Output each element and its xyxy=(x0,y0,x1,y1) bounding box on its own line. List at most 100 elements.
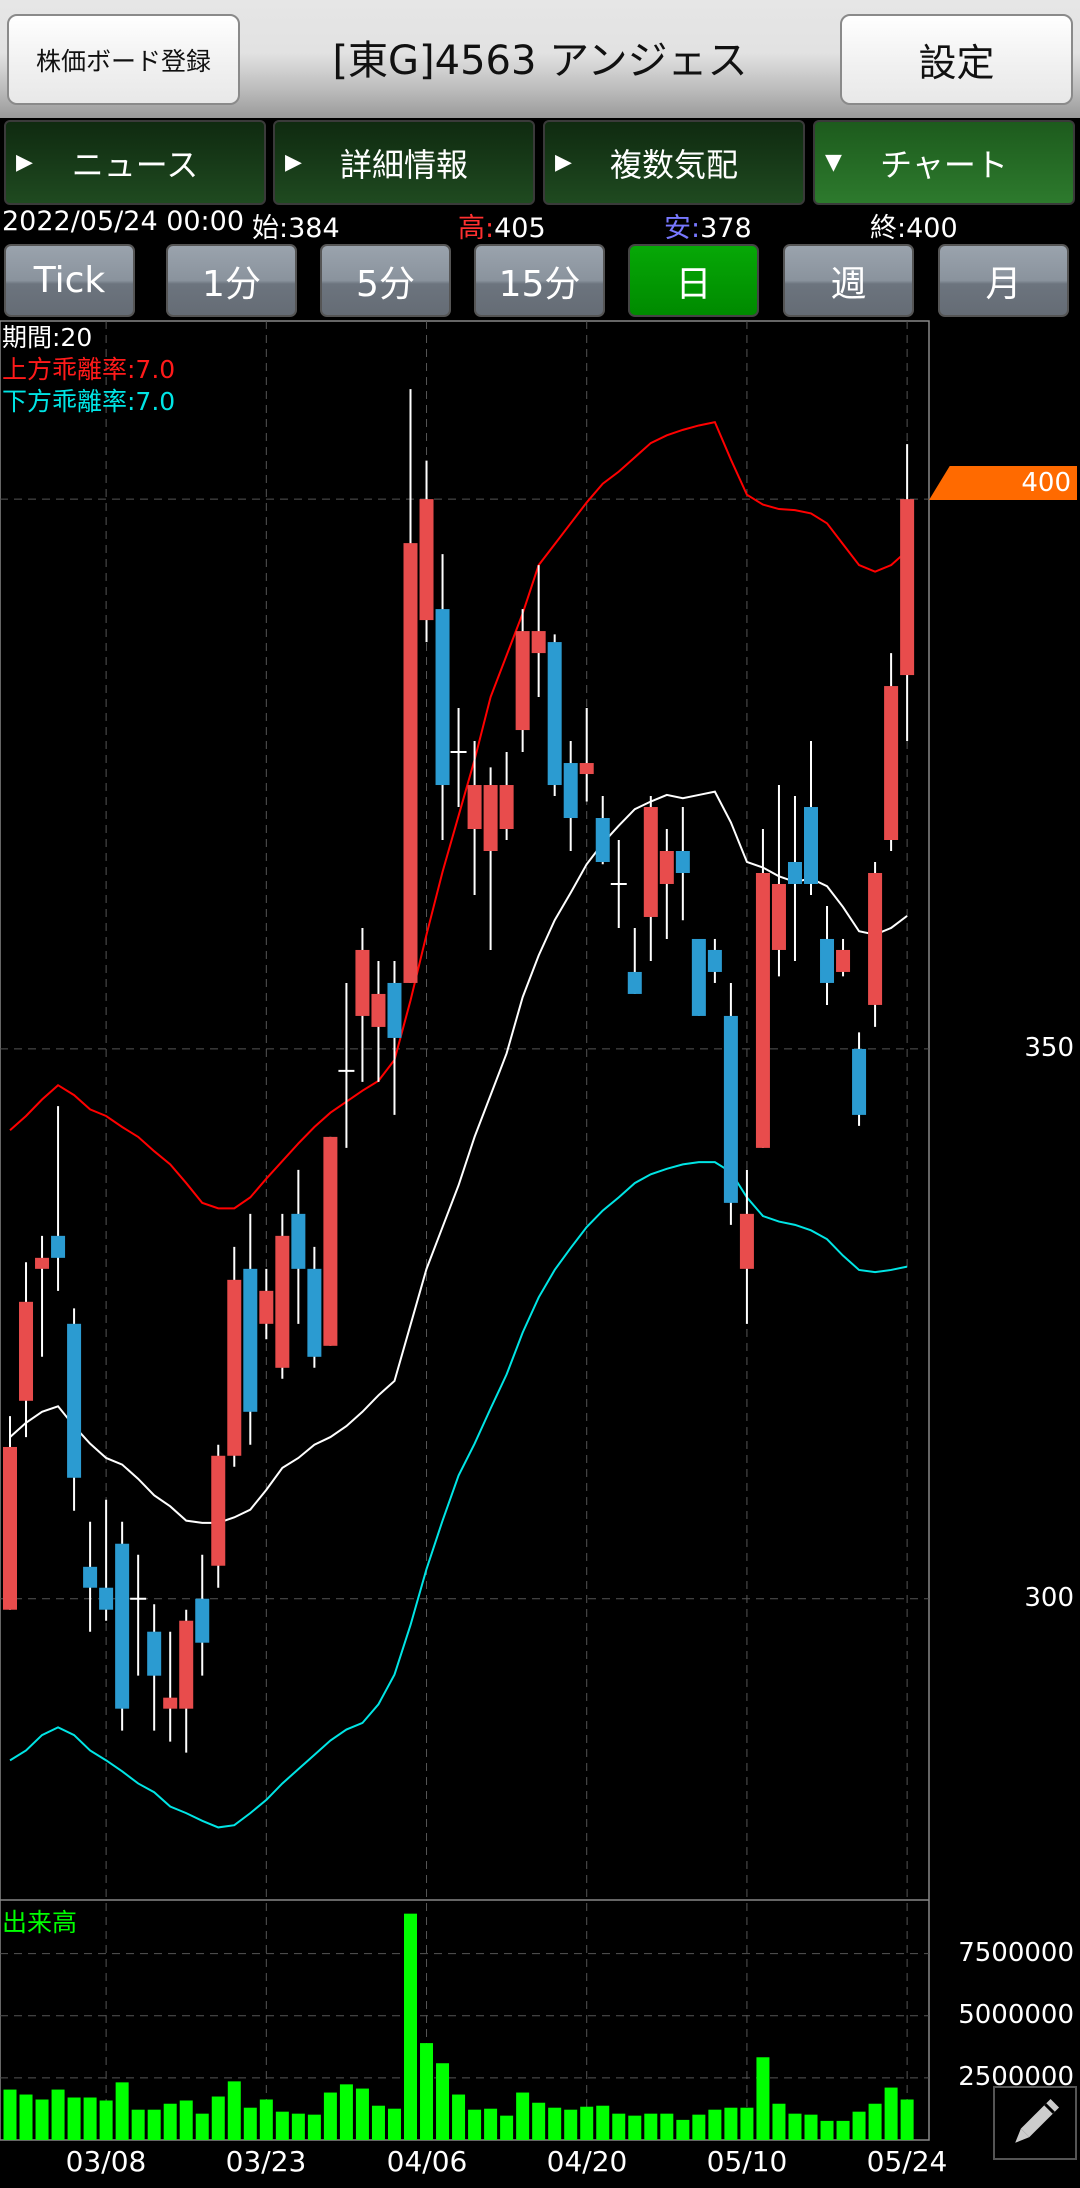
volume-bar xyxy=(884,2087,898,2140)
volume-bar xyxy=(868,2103,882,2140)
candle-body xyxy=(163,1697,178,1709)
candle-body xyxy=(868,872,883,1005)
candle-body xyxy=(291,1213,306,1269)
candle-body xyxy=(547,642,562,786)
volume-bar xyxy=(548,2107,562,2140)
candle-body xyxy=(515,631,530,731)
x-tick-label: 05/10 xyxy=(706,2145,788,2178)
moving-average-line xyxy=(9,790,908,1524)
period-tick-button[interactable]: Tick xyxy=(4,244,135,317)
close-label: 終: xyxy=(870,213,907,244)
volume-bar xyxy=(436,2063,450,2140)
candle-body xyxy=(483,785,498,851)
candle-body xyxy=(900,499,915,676)
candle-body xyxy=(3,1446,17,1610)
tab-details[interactable]: ▶ 詳細情報 xyxy=(273,120,535,205)
candle-body xyxy=(323,1136,338,1346)
close-value: 400 xyxy=(906,213,958,244)
volume-bar xyxy=(99,2100,113,2140)
volume-bar xyxy=(179,2100,193,2140)
candle-body xyxy=(787,861,802,884)
tab-chart[interactable]: ▼ チャート xyxy=(813,120,1075,205)
candle-body xyxy=(563,763,578,819)
stock-board-register-button[interactable]: 株価ボード登録 xyxy=(7,14,240,105)
candle-body xyxy=(595,818,610,862)
volume-bar xyxy=(580,2106,594,2140)
candle-body xyxy=(643,807,658,917)
period-day-button[interactable]: 日 xyxy=(628,244,759,317)
page-title: [東G]4563 アンジェス xyxy=(332,38,748,84)
volume-bar xyxy=(275,2111,289,2140)
low-label: 安: xyxy=(664,213,701,244)
last-price-tag: 400 xyxy=(929,466,1077,500)
volume-bar xyxy=(564,2109,578,2140)
volume-bar xyxy=(772,2103,786,2140)
period-week-button[interactable]: 週 xyxy=(783,244,914,317)
candle-body xyxy=(820,938,835,983)
legend-period: 期間:20 xyxy=(2,323,93,352)
x-tick-label: 03/08 xyxy=(65,2145,147,2178)
triangle-down-icon: ▼ xyxy=(825,150,842,175)
volume-bar xyxy=(852,2111,866,2140)
volume-bar xyxy=(596,2105,610,2140)
volume-bar xyxy=(51,2089,65,2140)
volume-bar xyxy=(291,2113,305,2140)
period-month-button[interactable]: 月 xyxy=(938,244,1069,317)
volume-tick-label: 5000000 xyxy=(958,2000,1074,2030)
volume-bar xyxy=(67,2097,81,2140)
volume-bar xyxy=(404,1913,417,2140)
candle-body xyxy=(19,1301,34,1401)
candle-body xyxy=(419,499,434,621)
candle-body xyxy=(227,1279,242,1456)
volume-bar xyxy=(788,2113,802,2140)
candle-body xyxy=(675,850,690,873)
legend-upper-band: 上方乖離率:7.0 xyxy=(2,355,176,384)
triangle-right-icon: ▶ xyxy=(555,150,572,175)
candle-body xyxy=(499,785,514,830)
lower-band-line xyxy=(9,1161,908,1829)
quote-high: 高:405 xyxy=(458,206,546,245)
volume-bar xyxy=(227,2081,241,2140)
quote-low: 安:378 xyxy=(664,206,752,245)
volume-bar xyxy=(259,2099,273,2140)
candle-body xyxy=(211,1455,226,1566)
volume-bar xyxy=(740,2107,754,2140)
volume-bar xyxy=(692,2114,706,2140)
tab-label: 複数気配 xyxy=(609,145,738,184)
period-5min-button[interactable]: 5分 xyxy=(320,244,451,317)
volume-bar xyxy=(307,2114,321,2140)
x-tick-label: 05/24 xyxy=(866,2145,948,2178)
volume-bar xyxy=(756,2057,770,2140)
period-1min-button[interactable]: 1分 xyxy=(166,244,297,317)
tab-multi-quotes[interactable]: ▶ 複数気配 xyxy=(543,120,805,205)
volume-bar xyxy=(516,2092,530,2140)
candle-body xyxy=(707,949,722,972)
period-15min-button[interactable]: 15分 xyxy=(474,244,605,317)
volume-bar xyxy=(243,2107,257,2140)
volume-bar xyxy=(628,2115,642,2140)
volume-bar xyxy=(211,2096,225,2140)
pencil-icon xyxy=(1015,2098,1060,2143)
volume-bar xyxy=(83,2097,97,2140)
volume-bar xyxy=(3,2089,17,2140)
draw-tool-button[interactable] xyxy=(993,2086,1077,2160)
volume-bar xyxy=(708,2109,722,2140)
low-value: 378 xyxy=(700,213,752,244)
settings-button[interactable]: 設定 xyxy=(840,14,1073,105)
candle-body xyxy=(531,631,546,654)
candle-body xyxy=(435,609,450,786)
high-label: 高: xyxy=(458,213,495,244)
candle-body xyxy=(804,807,818,884)
tab-news[interactable]: ▶ ニュース xyxy=(4,120,266,205)
volume-bar xyxy=(387,2108,401,2140)
triangle-right-icon: ▶ xyxy=(285,150,302,175)
chart-frame xyxy=(0,320,930,2141)
candle-body xyxy=(691,938,706,1016)
volume-bar xyxy=(900,2099,914,2140)
candle-body xyxy=(884,686,899,841)
candle-body xyxy=(771,883,786,950)
volume-bar xyxy=(35,2099,49,2140)
candle-body xyxy=(723,1015,738,1203)
candle-body xyxy=(467,785,482,830)
